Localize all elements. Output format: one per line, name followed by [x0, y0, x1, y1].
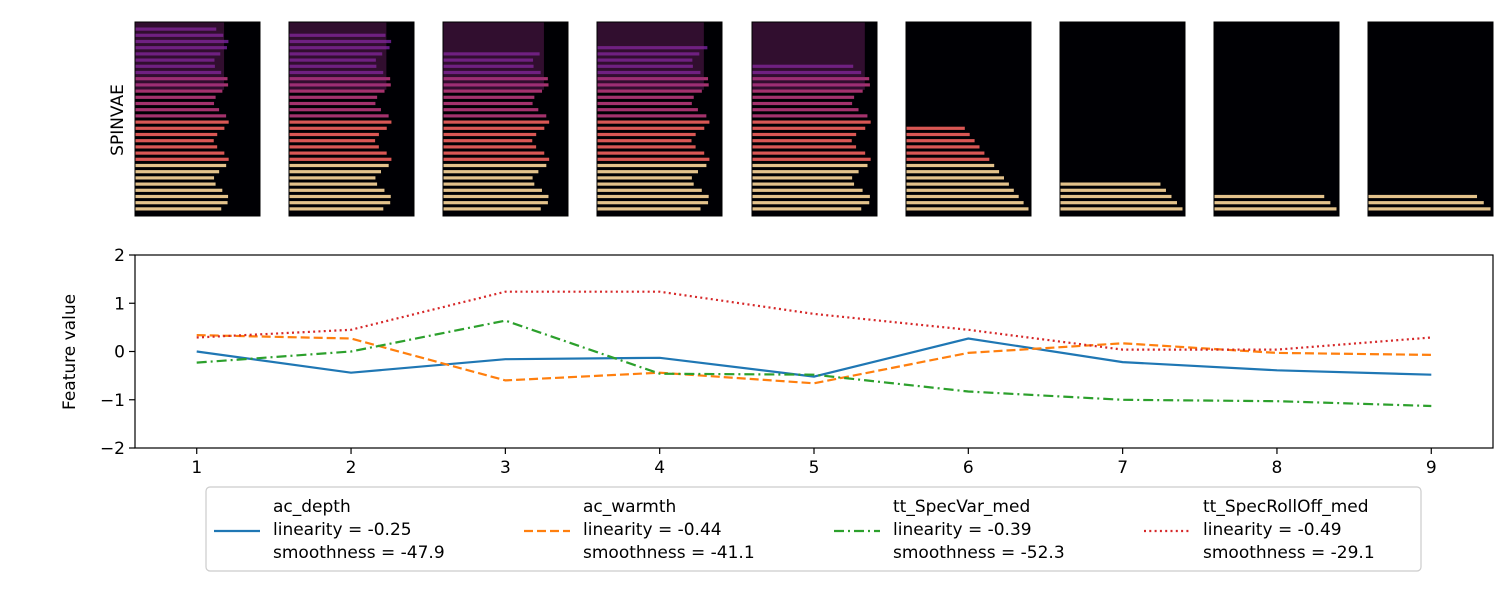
legend-text: ac_warmth: [583, 497, 676, 517]
legend-text: smoothness = -41.1: [583, 543, 755, 563]
legend-text: smoothness = -29.1: [1203, 543, 1375, 563]
legend-text: smoothness = -47.9: [273, 543, 445, 563]
y-tick-label: 2: [114, 246, 125, 266]
x-tick-label: 4: [654, 458, 665, 478]
legend-text: ac_depth: [273, 497, 351, 517]
spectrogram-panel: [442, 21, 569, 217]
x-axis-ticks: 1 2 3 4 5 6 7 8 9: [191, 448, 1437, 478]
spectrogram-panel: [596, 21, 723, 217]
legend-text: tt_SpecRollOff_med: [1203, 497, 1369, 517]
series-line-tt_SpecRollOff_med: [196, 290, 1432, 351]
legend-entry-ac_warmth: ac_warmth linearity = -0.44 smoothness = -…: [524, 497, 755, 563]
y-tick-label: −1: [100, 391, 125, 411]
legend-frame: [205, 486, 1422, 572]
y-axis-label: Feature value: [60, 294, 80, 410]
legend-text: linearity = -0.49: [1203, 520, 1342, 540]
spectrogram-panel: [288, 21, 415, 217]
x-tick-label: 8: [1272, 458, 1283, 478]
y-tick-label: 0: [114, 343, 125, 363]
row-label: SPINVAE: [108, 84, 128, 156]
x-tick-label: 2: [346, 458, 357, 478]
x-tick-label: 5: [809, 458, 820, 478]
legend-text: linearity = -0.44: [583, 520, 722, 540]
x-tick-label: 7: [1117, 458, 1128, 478]
x-tick-label: 9: [1426, 458, 1437, 478]
x-tick-label: 1: [191, 458, 202, 478]
legend-text: linearity = -0.39: [893, 520, 1032, 540]
spectrogram-panel: [1367, 21, 1494, 217]
legend-entry-tt_SpecVar_med: tt_SpecVar_med linearity = -0.39 smoothnes…: [834, 497, 1065, 563]
spectrogram-panel: [905, 21, 1032, 217]
series-line-ac_depth: [196, 337, 1432, 378]
spectrogram-panel: [751, 21, 878, 217]
x-tick-label: 3: [500, 458, 511, 478]
y-tick-label: −2: [100, 439, 125, 459]
y-tick-label: 1: [114, 294, 125, 314]
legend-text: tt_SpecVar_med: [893, 497, 1030, 517]
legend-entry-ac_depth: ac_depth linearity = -0.25 smoothness = -4…: [214, 497, 445, 563]
series-lines: [196, 290, 1432, 408]
x-tick-label: 6: [963, 458, 974, 478]
legend-text: linearity = -0.25: [273, 520, 412, 540]
legend-text: smoothness = -52.3: [893, 543, 1065, 563]
y-axis-ticks: 2 1 0 −1 −2: [100, 246, 135, 459]
spectrogram-panel: [1059, 21, 1186, 217]
line-plot: 1 2 3 4 5 6 7 8 9 2 1 0 −1 −2 Feature value: [60, 246, 1494, 478]
spectrogram-panel: [1213, 21, 1340, 217]
legend-entry-tt_SpecRollOff_med: tt_SpecRollOff_med linearity = -0.49 smoot…: [1144, 497, 1375, 563]
spectrogram-row: [134, 21, 1494, 217]
legend: ac_depth linearity = -0.25 smoothness = -4…: [205, 486, 1422, 572]
spectrogram-panel: [134, 21, 261, 217]
series-line-tt_SpecVar_med: [196, 319, 1432, 408]
